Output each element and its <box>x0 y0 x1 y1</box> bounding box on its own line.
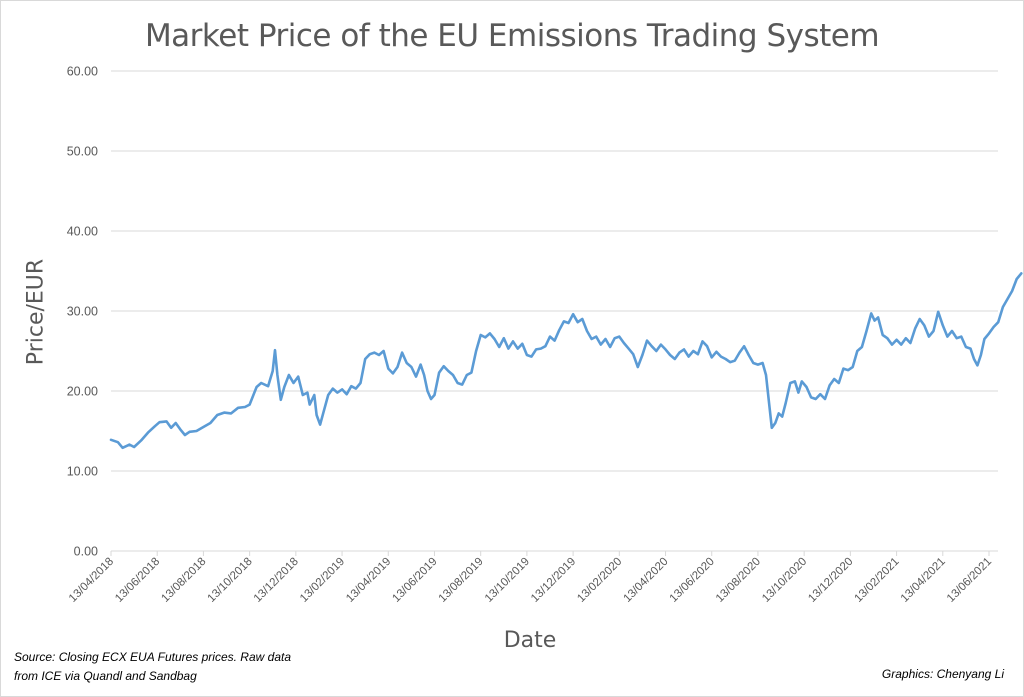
x-tick-label: 13/08/2018 <box>159 556 208 605</box>
x-tick-label: 13/06/2021 <box>945 556 994 605</box>
y-tick-label: 40.00 <box>67 225 98 239</box>
x-tick-label: 13/06/2020 <box>668 556 717 605</box>
x-tick-label: 13/10/2020 <box>760 556 809 605</box>
x-tick-label: 13/06/2018 <box>113 556 162 605</box>
x-tick-label: 13/02/2021 <box>853 556 902 605</box>
y-tick-labels: 0.00 10.00 20.00 30.00 40.00 50.00 60.00 <box>67 65 98 559</box>
source-line-1: Source: Closing ECX EUA Futures prices. … <box>14 650 292 664</box>
x-tick-label: 13/02/2020 <box>575 556 624 605</box>
x-tick-label: 13/10/2019 <box>483 556 532 605</box>
y-tick-label: 30.00 <box>67 305 98 319</box>
price-series-line <box>109 272 1023 450</box>
y-tick-label: 60.00 <box>67 65 98 79</box>
x-tick-label: 13/06/2019 <box>390 556 439 605</box>
y-tick-label: 10.00 <box>67 465 98 479</box>
chart-title: Market Price of the EU Emissions Trading… <box>144 18 880 54</box>
graphics-credit: Graphics: Chenyang Li <box>881 667 1004 681</box>
x-axis-label: Date <box>503 628 557 653</box>
x-tick-label: 13/12/2020 <box>806 556 855 605</box>
x-axis: 13/04/201813/06/201813/08/201813/10/2018… <box>67 551 994 605</box>
y-tick-label: 0.00 <box>74 545 98 559</box>
y-tick-label: 50.00 <box>67 145 98 159</box>
x-tick-label: 13/04/2018 <box>67 556 116 605</box>
x-tick-label: 13/08/2020 <box>714 556 763 605</box>
x-tick-label: 13/04/2021 <box>899 556 948 605</box>
x-tick-label: 13/04/2020 <box>621 556 670 605</box>
source-line-2: from ICE via Quandl and Sandbag <box>14 669 197 683</box>
x-tick-label: 13/08/2019 <box>437 556 486 605</box>
gridlines <box>111 70 998 552</box>
y-tick-label: 20.00 <box>67 385 98 399</box>
x-tick-label: 13/12/2019 <box>529 556 578 605</box>
series-group <box>109 272 1023 450</box>
source-note: Source: Closing ECX EUA Futures prices. … <box>14 648 291 686</box>
x-tick-label: 13/12/2018 <box>252 556 301 605</box>
x-tick-label: 13/04/2019 <box>344 556 393 605</box>
x-tick-label: 13/10/2018 <box>206 556 255 605</box>
x-tick-label: 13/02/2019 <box>298 556 347 605</box>
